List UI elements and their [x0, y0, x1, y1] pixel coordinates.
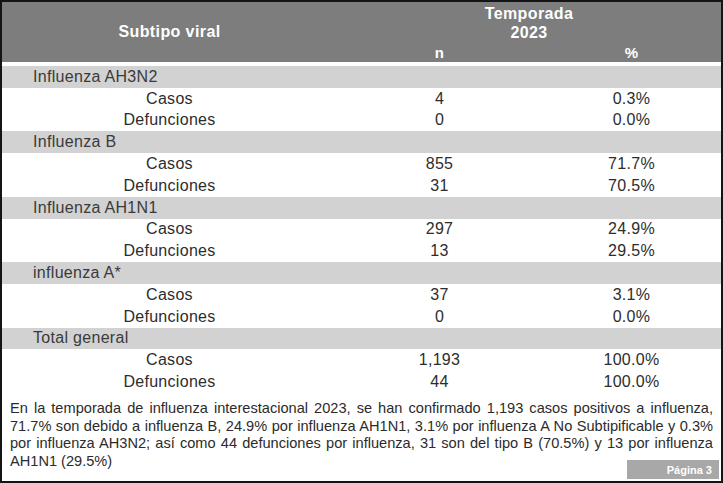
section-label: Influenza B	[2, 133, 721, 151]
table-row: Defunciones 0 0.0%	[2, 306, 721, 328]
row-label: Casos	[2, 286, 337, 304]
cell-percent: 29.5%	[542, 242, 721, 260]
cell-percent: 100.0%	[542, 373, 721, 391]
table-row: Defunciones 0 0.0%	[2, 110, 721, 132]
cell-n: 37	[337, 286, 542, 304]
cell-percent: 3.1%	[542, 286, 721, 304]
cell-percent: 70.5%	[542, 177, 721, 195]
report-page: Subtipo viral Temporada 2023 n % Influen…	[0, 0, 723, 483]
cell-n: 1,193	[337, 351, 542, 369]
section-label: Total general	[2, 329, 721, 347]
cell-n: 44	[337, 373, 542, 391]
season-line-1: Temporada	[337, 4, 721, 23]
table-row: Casos 1,193 100.0%	[2, 349, 721, 371]
section-row: Influenza AH3N2	[2, 66, 721, 88]
section-label: influenza A*	[2, 264, 721, 282]
summary-paragraph: En la temporada de influenza interestaci…	[10, 400, 713, 470]
cell-n: 0	[337, 111, 542, 129]
cell-percent: 24.9%	[542, 220, 721, 238]
table-row: Casos 855 71.7%	[2, 153, 721, 175]
cell-n: 4	[337, 90, 542, 108]
column-group-temporada: Temporada 2023 n %	[337, 2, 721, 62]
section-row: Influenza AH1N1	[2, 197, 721, 219]
table-row: Defunciones 13 29.5%	[2, 240, 721, 262]
row-label: Casos	[2, 220, 337, 238]
cell-n: 13	[337, 242, 542, 260]
cell-percent: 71.7%	[542, 155, 721, 173]
row-label: Defunciones	[2, 373, 337, 391]
cell-percent: 0.0%	[542, 308, 721, 326]
section-label: Influenza AH3N2	[2, 68, 721, 86]
table-header: Subtipo viral Temporada 2023 n %	[2, 2, 721, 62]
table-row: Casos 297 24.9%	[2, 219, 721, 241]
row-label: Defunciones	[2, 242, 337, 260]
section-label: Influenza AH1N1	[2, 199, 721, 217]
row-label: Casos	[2, 351, 337, 369]
column-header-n: n	[337, 44, 542, 61]
row-label: Defunciones	[2, 111, 337, 129]
table-body: Influenza AH3N2 Casos 4 0.3% Defunciones…	[2, 66, 721, 393]
column-header-subtipo-viral: Subtipo viral	[2, 2, 337, 62]
cell-n: 297	[337, 220, 542, 238]
section-row: Total general	[2, 328, 721, 350]
page-number-badge: Página 3	[627, 460, 719, 479]
row-label: Defunciones	[2, 177, 337, 195]
table-row: Defunciones 31 70.5%	[2, 175, 721, 197]
row-label: Casos	[2, 90, 337, 108]
table-row: Casos 37 3.1%	[2, 284, 721, 306]
table-row: Casos 4 0.3%	[2, 88, 721, 110]
section-row: influenza A*	[2, 262, 721, 284]
season-line-2: 2023	[337, 23, 721, 42]
cell-percent: 0.3%	[542, 90, 721, 108]
cell-n: 31	[337, 177, 542, 195]
cell-percent: 0.0%	[542, 111, 721, 129]
section-row: Influenza B	[2, 131, 721, 153]
subcolumn-headers: n %	[337, 42, 721, 62]
row-label: Defunciones	[2, 308, 337, 326]
cell-n: 855	[337, 155, 542, 173]
table-row: Defunciones 44 100.0%	[2, 371, 721, 393]
cell-percent: 100.0%	[542, 351, 721, 369]
cell-n: 0	[337, 308, 542, 326]
column-header-percent: %	[542, 44, 721, 61]
row-label: Casos	[2, 155, 337, 173]
